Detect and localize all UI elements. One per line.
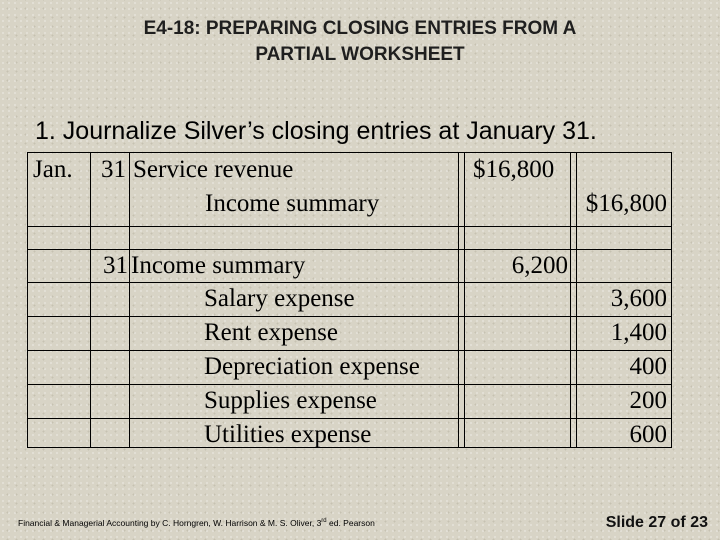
slide-current: 27 bbox=[648, 514, 667, 531]
rule-right bbox=[671, 152, 672, 448]
citation-sup: rd bbox=[321, 518, 327, 525]
entry1-credit-account: Income summary bbox=[205, 190, 380, 217]
credit-amount-utilities: 600 bbox=[629, 421, 668, 448]
rule-left bbox=[27, 152, 28, 448]
rule-credit-left bbox=[576, 152, 577, 448]
slide-of: of bbox=[666, 514, 691, 531]
rule-date bbox=[90, 152, 91, 448]
instruction-text: 1. Journalize Silver’s closing entries a… bbox=[35, 117, 597, 145]
credit-account-supplies: Supplies expense bbox=[204, 387, 377, 414]
entry1-credit-amount: $16,800 bbox=[585, 190, 667, 217]
entry1-debit-amount: $16,800 bbox=[473, 156, 555, 183]
credit-account-utilities: Utilities expense bbox=[204, 421, 372, 448]
rule-row-utilities bbox=[27, 418, 672, 419]
credit-account-salary: Salary expense bbox=[204, 285, 355, 312]
credit-amount-supplies: 200 bbox=[629, 387, 668, 414]
credit-amount-depreciation: 400 bbox=[629, 353, 668, 380]
entry1-month: Jan. bbox=[33, 156, 73, 183]
rule-day bbox=[129, 152, 130, 448]
entry1-debit-account: Service revenue bbox=[133, 156, 294, 183]
rule-bottom bbox=[27, 447, 672, 448]
journal-table: Jan. 31 Service revenue $16,800 Income s… bbox=[27, 152, 672, 448]
rule-debit-right bbox=[570, 152, 571, 448]
entry2-debit-account: Income summary bbox=[131, 252, 306, 279]
rule-row-salary bbox=[27, 282, 672, 283]
citation: Financial & Managerial Accounting by C. … bbox=[18, 518, 375, 528]
credit-amount-rent: 1,400 bbox=[610, 319, 667, 346]
credit-amount-salary: 3,600 bbox=[610, 285, 667, 312]
entry1-day: 31 bbox=[101, 156, 126, 183]
rule-top bbox=[27, 152, 672, 153]
rule-entry1-bottom bbox=[27, 226, 672, 227]
rule-row-depreciation bbox=[27, 350, 672, 351]
slide-title: E4-18: PREPARING CLOSING ENTRIES FROM A … bbox=[0, 16, 720, 68]
rule-debit-left bbox=[464, 152, 465, 448]
rule-row-supplies bbox=[27, 384, 672, 385]
entry2-day: 31 bbox=[103, 252, 128, 279]
slide-title-line-2: PARTIAL WORKSHEET bbox=[255, 44, 465, 65]
credit-account-rent: Rent expense bbox=[204, 319, 338, 346]
slide-prefix: Slide bbox=[605, 514, 649, 531]
slide-number: Slide 27 of 23 bbox=[606, 514, 708, 532]
citation-end: ed. Pearson bbox=[326, 518, 375, 528]
rule-account-right bbox=[458, 152, 459, 448]
entry2-debit-amount: 6,200 bbox=[511, 252, 568, 279]
slide-total: 23 bbox=[690, 514, 708, 531]
slide-title-line-1: E4-18: PREPARING CLOSING ENTRIES FROM A bbox=[143, 18, 577, 39]
credit-account-depreciation: Depreciation expense bbox=[204, 353, 420, 380]
citation-main: Financial & Managerial Accounting by C. … bbox=[18, 518, 322, 528]
rule-row-rent bbox=[27, 316, 672, 317]
rule-entry2-top bbox=[27, 249, 672, 250]
